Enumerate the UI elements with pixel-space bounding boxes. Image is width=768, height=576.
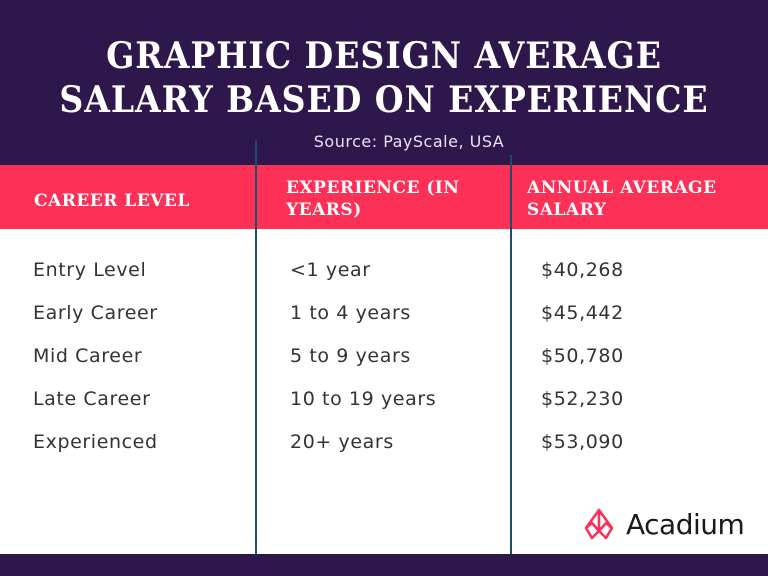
experience-cell: 10 to 19 years — [290, 388, 437, 410]
acadium-logo-icon — [584, 508, 614, 540]
page-title: GRAPHIC DESIGN AVERAGE SALARY BASED ON E… — [31, 34, 738, 122]
title-line-1: GRAPHIC DESIGN AVERAGE — [106, 35, 662, 77]
salary-cell: $52,230 — [541, 388, 624, 410]
column-divider-2 — [510, 155, 512, 554]
career-level-cell: Early Career — [33, 302, 158, 324]
career-level-cell: Experienced — [33, 431, 158, 453]
salary-cell: $45,442 — [541, 302, 624, 324]
table-header: CAREER LEVEL EXPERIENCE (IN YEARS) ANNUA… — [0, 165, 768, 229]
acadium-logo: Acadium — [582, 505, 745, 543]
experience-cell: 5 to 9 years — [290, 345, 411, 367]
table-row: Early Career 1 to 4 years $45,442 — [0, 302, 768, 345]
table-row: Experienced 20+ years $53,090 — [0, 431, 768, 474]
salary-cell: $50,780 — [541, 345, 624, 367]
table-row: Entry Level <1 year $40,268 — [0, 259, 768, 302]
column-header-experience: EXPERIENCE (IN YEARS) — [286, 178, 460, 220]
brand-name: Acadium — [626, 507, 745, 541]
header-banner: GRAPHIC DESIGN AVERAGE SALARY BASED ON E… — [0, 0, 768, 165]
experience-cell: 1 to 4 years — [290, 302, 411, 324]
career-level-cell: Entry Level — [33, 259, 147, 281]
footer-band — [0, 554, 768, 576]
career-level-cell: Late Career — [33, 388, 151, 410]
column-header-career-level: CAREER LEVEL — [34, 191, 190, 211]
experience-cell: 20+ years — [290, 431, 394, 453]
column-divider-1 — [255, 140, 257, 554]
salary-cell: $40,268 — [541, 259, 624, 281]
column-header-salary: ANNUAL AVERAGE SALARY — [527, 178, 717, 220]
table-row: Mid Career 5 to 9 years $50,780 — [0, 345, 768, 388]
table-row: Late Career 10 to 19 years $52,230 — [0, 388, 768, 431]
title-line-2: SALARY BASED ON EXPERIENCE — [59, 79, 709, 121]
career-level-cell: Mid Career — [33, 345, 143, 367]
salary-cell: $53,090 — [541, 431, 624, 453]
source-caption: Source: PayScale, USA — [313, 132, 505, 151]
experience-cell: <1 year — [290, 259, 371, 281]
